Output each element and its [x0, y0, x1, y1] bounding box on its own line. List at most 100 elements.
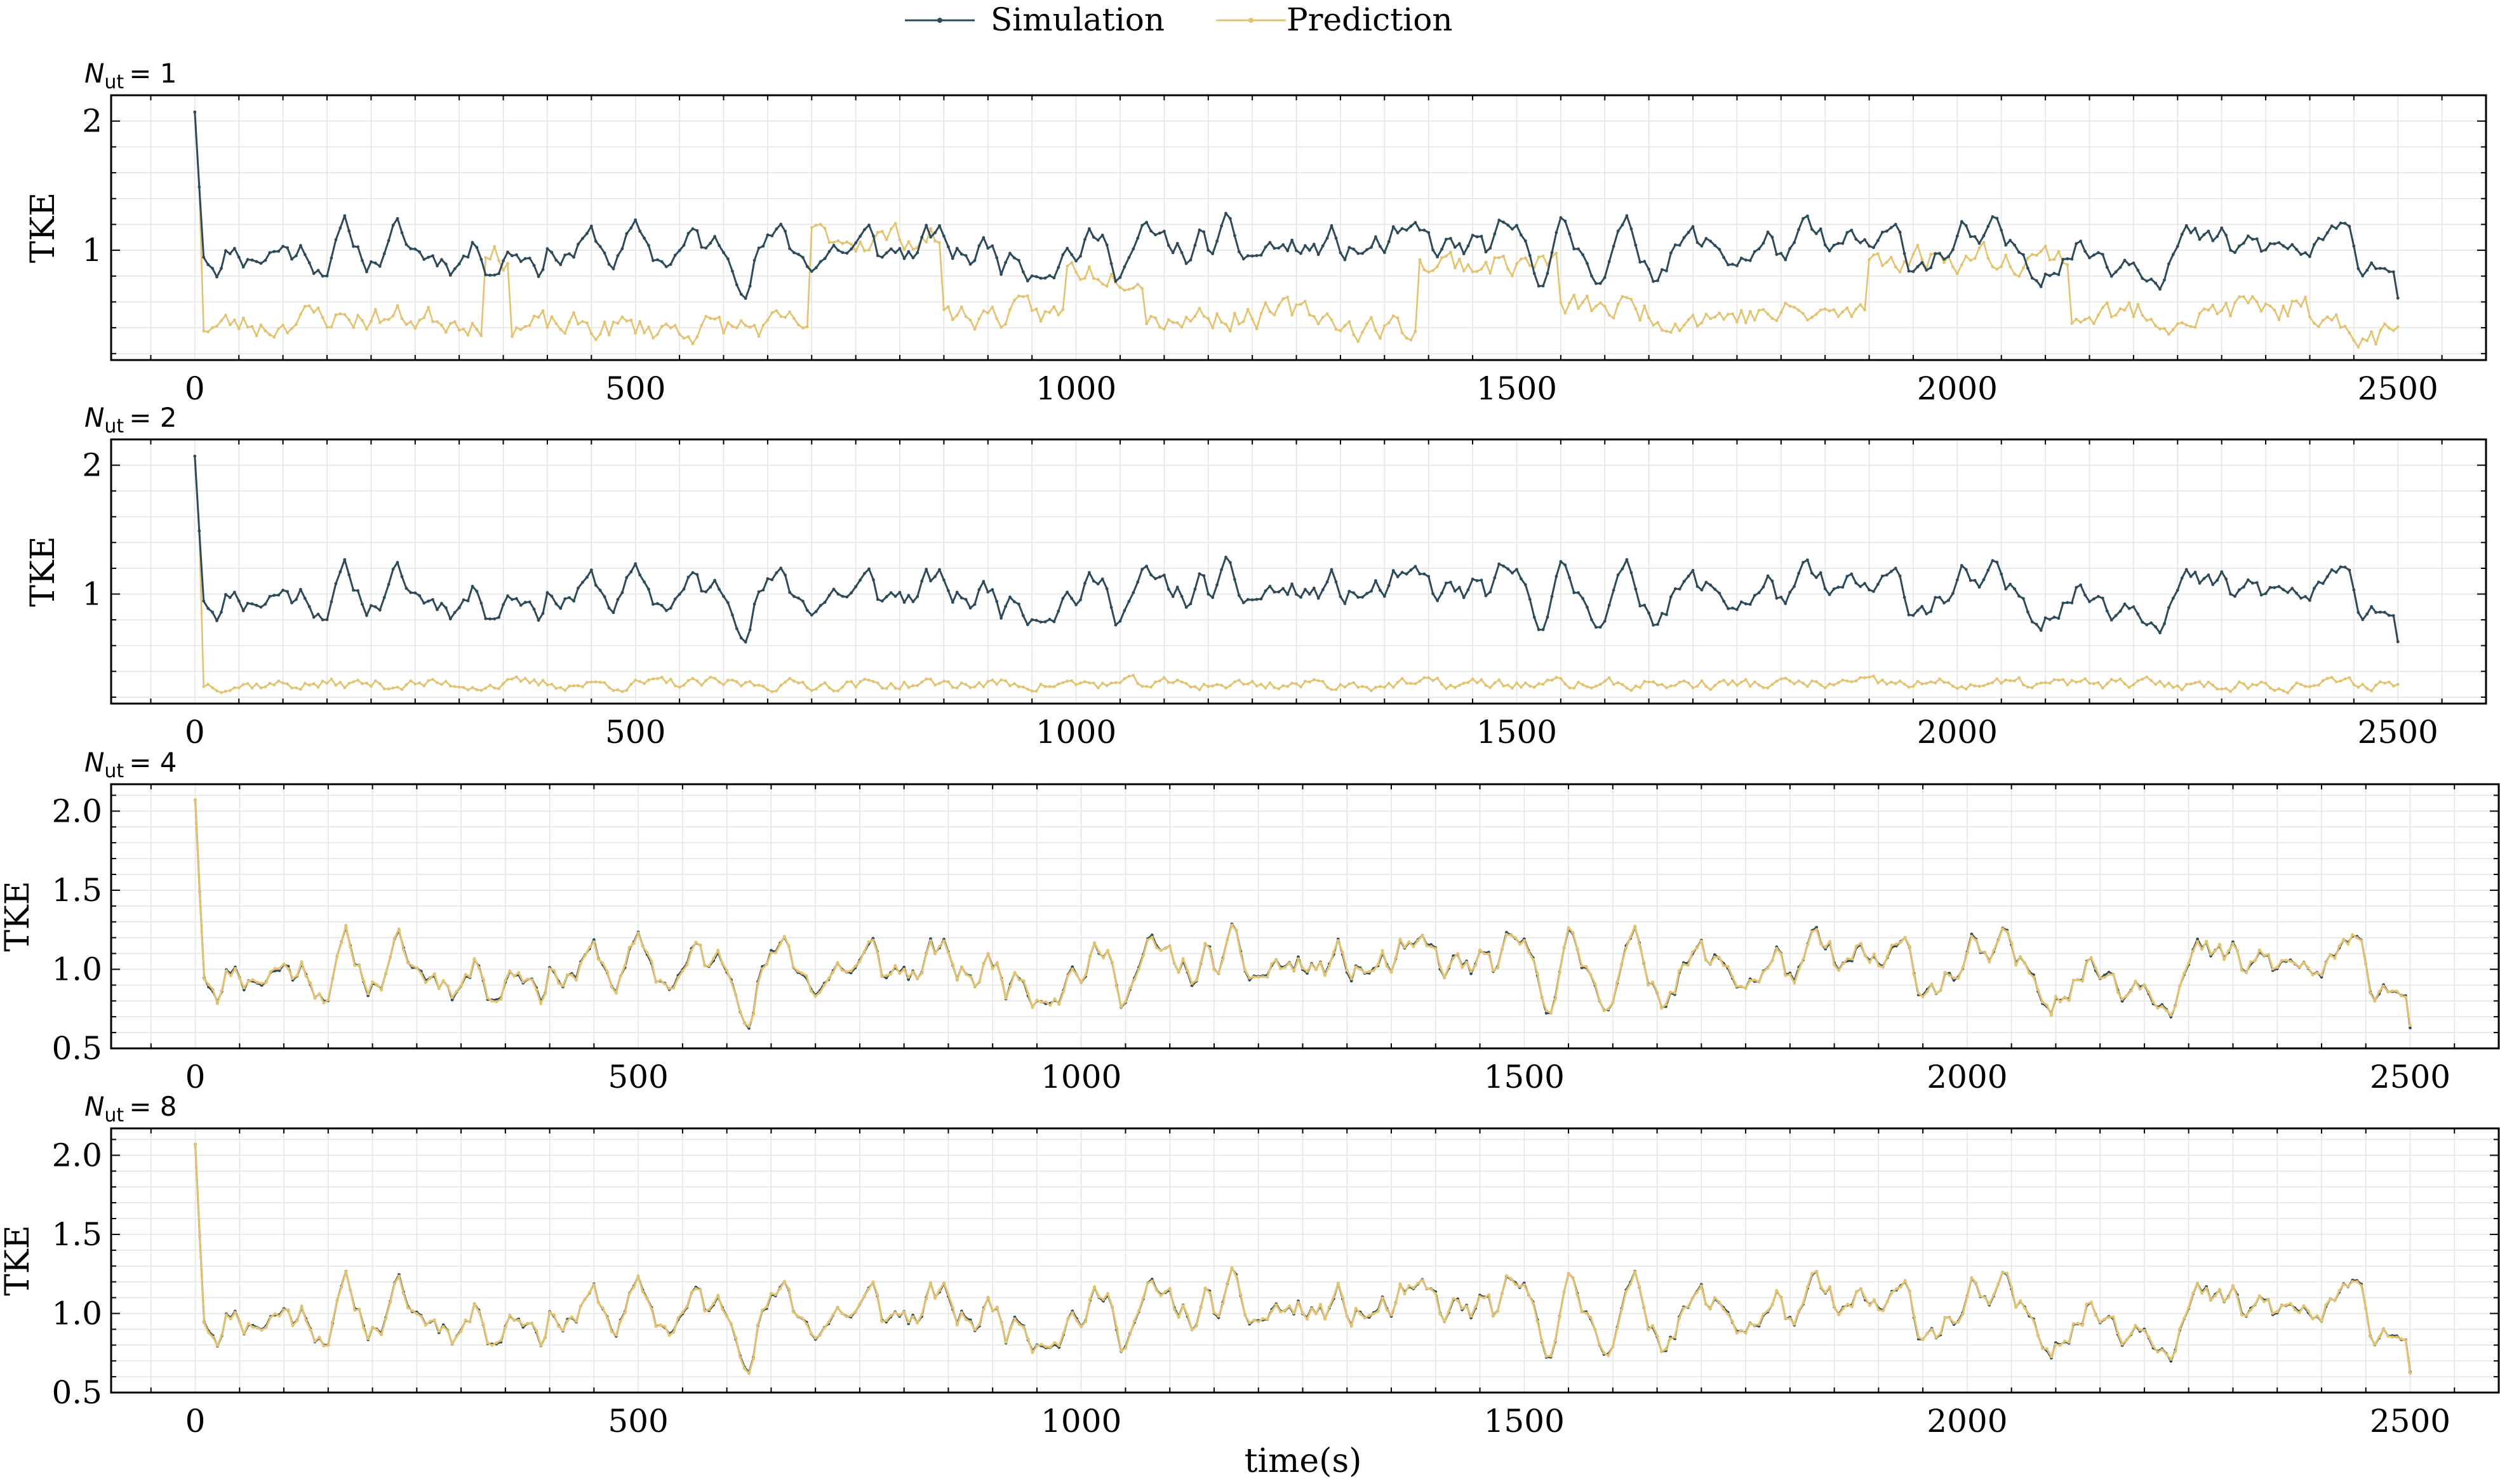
- point-simulation: [2259, 593, 2263, 597]
- point-prediction: [925, 677, 928, 681]
- point-simulation: [2171, 253, 2175, 257]
- point-simulation: [370, 260, 373, 264]
- point-prediction: [1140, 287, 1144, 290]
- point-prediction: [1559, 301, 1563, 305]
- point-simulation: [2114, 614, 2118, 617]
- point-simulation: [1982, 578, 1986, 582]
- point-prediction: [1726, 965, 1730, 968]
- point-simulation: [1902, 596, 1906, 599]
- point-prediction: [1241, 683, 1245, 686]
- point-simulation: [893, 594, 897, 598]
- point-simulation: [1682, 236, 1686, 239]
- point-simulation: [1304, 244, 1307, 248]
- point-simulation: [1184, 606, 1188, 609]
- point-simulation: [2189, 231, 2193, 234]
- point-simulation: [2286, 247, 2290, 251]
- point-prediction: [636, 1274, 640, 1278]
- point-prediction: [1889, 255, 1893, 259]
- point-simulation: [2264, 248, 2268, 251]
- point-simulation: [1445, 237, 1448, 241]
- point-prediction: [1841, 310, 1845, 314]
- point-prediction: [1523, 681, 1527, 685]
- point-prediction: [2200, 947, 2204, 951]
- point-simulation: [1180, 594, 1184, 598]
- point-prediction: [885, 238, 888, 241]
- point-prediction: [610, 1330, 613, 1334]
- point-simulation: [1132, 591, 1135, 594]
- point-prediction: [2370, 330, 2374, 333]
- point-simulation: [2387, 613, 2391, 617]
- point-prediction: [1921, 1338, 1925, 1342]
- point-prediction: [2193, 326, 2197, 329]
- point-prediction: [1343, 685, 1347, 689]
- point-prediction: [1207, 685, 1210, 688]
- point-prediction: [1004, 323, 1007, 326]
- point-prediction: [282, 962, 286, 966]
- point-prediction: [1361, 330, 1365, 334]
- point-prediction: [594, 338, 598, 342]
- point-prediction: [1071, 1311, 1074, 1314]
- point-prediction: [2001, 1271, 2005, 1274]
- point-simulation: [255, 260, 258, 264]
- point-prediction: [1593, 982, 1597, 986]
- point-prediction: [1363, 971, 1367, 974]
- point-prediction: [1246, 307, 1250, 311]
- point-simulation: [859, 234, 862, 238]
- point-prediction: [1427, 676, 1431, 679]
- point-simulation: [391, 567, 395, 571]
- point-simulation: [316, 269, 320, 272]
- point-simulation: [1823, 243, 1827, 247]
- point-simulation: [1475, 235, 1479, 239]
- point-simulation: [1431, 248, 1435, 252]
- point-prediction: [2160, 1005, 2164, 1008]
- point-simulation: [784, 229, 787, 233]
- point-prediction: [1123, 677, 1126, 681]
- point-prediction: [2066, 263, 2069, 267]
- point-prediction: [1163, 676, 1166, 679]
- point-prediction: [709, 316, 712, 320]
- point-simulation: [700, 245, 704, 249]
- point-prediction: [1748, 1321, 1752, 1325]
- point-simulation: [814, 266, 818, 270]
- point-prediction: [2111, 1315, 2115, 1319]
- point-prediction: [2275, 966, 2279, 969]
- point-simulation: [2202, 233, 2206, 236]
- point-prediction: [685, 963, 689, 966]
- point-prediction: [2320, 973, 2323, 977]
- point-simulation: [1612, 588, 1615, 592]
- point-prediction: [796, 969, 799, 973]
- point-prediction: [761, 967, 764, 970]
- point-simulation: [1793, 585, 1796, 588]
- point-prediction: [735, 680, 739, 684]
- panel-title-subscript: ut: [104, 1104, 124, 1126]
- point-simulation: [1457, 242, 1461, 245]
- point-simulation: [2189, 575, 2193, 578]
- point-simulation: [616, 598, 620, 601]
- point-simulation: [1286, 249, 1290, 253]
- point-prediction: [1735, 984, 1739, 988]
- point-simulation: [752, 258, 756, 262]
- point-prediction: [1158, 325, 1161, 329]
- point-simulation: [2013, 243, 2017, 247]
- point-prediction: [1154, 1288, 1158, 1292]
- point-prediction: [464, 973, 467, 976]
- point-prediction: [1616, 681, 1620, 685]
- point-prediction: [1797, 1309, 1801, 1313]
- point-prediction: [2105, 682, 2109, 686]
- point-prediction: [1930, 982, 1934, 986]
- point-prediction: [1203, 942, 1207, 945]
- point-simulation: [2035, 279, 2038, 283]
- point-simulation: [1471, 234, 1474, 237]
- point-simulation: [1409, 224, 1413, 228]
- point-simulation: [1590, 274, 1593, 277]
- point-prediction: [907, 240, 911, 243]
- point-simulation: [1096, 238, 1100, 242]
- point-prediction: [572, 684, 575, 688]
- point-prediction: [1184, 316, 1188, 319]
- point-simulation: [2273, 586, 2276, 589]
- point-prediction: [1691, 314, 1695, 317]
- point-prediction: [1469, 1314, 1473, 1318]
- point-prediction: [1511, 686, 1514, 690]
- point-simulation: [805, 265, 809, 269]
- point-prediction: [1471, 677, 1474, 681]
